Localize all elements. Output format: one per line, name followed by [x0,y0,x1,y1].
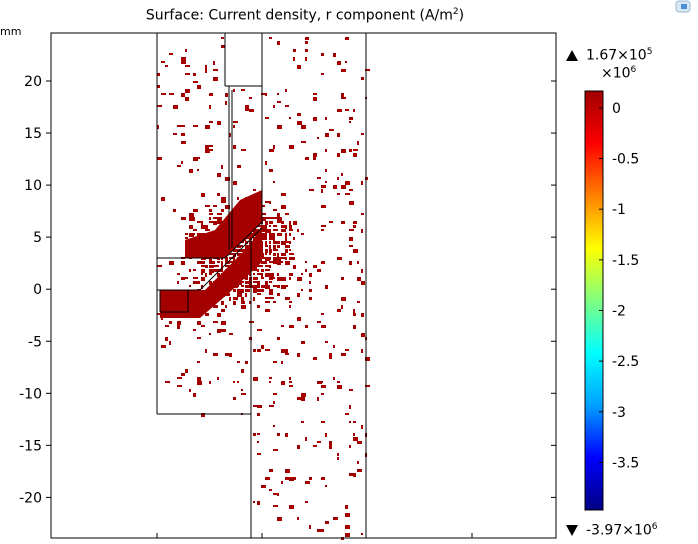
plot-frame [50,32,557,539]
window-icon[interactable] [674,0,692,14]
y-tick-label: 15 [24,126,42,142]
y-tick-label: -15 [19,438,42,454]
colorbar-min-label: -3.97×106 [566,522,658,539]
y-tick-label: 5 [33,230,42,246]
y-tick-label: -10 [19,386,42,402]
colorbar-tick-label: 0 [612,101,621,117]
max-triangle-icon [566,49,578,61]
chart-title: Surface: Current density, r component (A… [145,7,465,24]
y-axis-unit: mm [0,25,22,38]
colorbar-tick-label: -1 [612,202,626,218]
geometry-outline [156,33,367,538]
symmetry-lines [156,70,251,414]
y-tick-label: 20 [24,74,42,90]
colorbar-tick-label: -2 [612,303,626,319]
min-triangle-icon [566,524,578,536]
colorbar [584,90,604,511]
colorbar-tick-label: -3 [612,405,626,421]
colorbar-tick-label: -3.5 [612,455,639,471]
current-density-field [157,37,370,540]
field-core-upper [185,190,262,258]
y-tick-label: -20 [19,490,42,506]
colorbar-tick-label: -0.5 [612,152,639,168]
y-tick-label: 10 [24,178,42,194]
colorbar-tick-label: -1.5 [612,253,639,269]
y-tick-label: -5 [28,334,42,350]
y-tick-label: 0 [33,282,42,298]
colorbar-tick-label: -2.5 [612,354,639,370]
field-core-lower [160,225,262,318]
colorbar-scale-label: ×106 [601,65,637,82]
colorbar-max-label: 1.67×105 [566,47,652,64]
